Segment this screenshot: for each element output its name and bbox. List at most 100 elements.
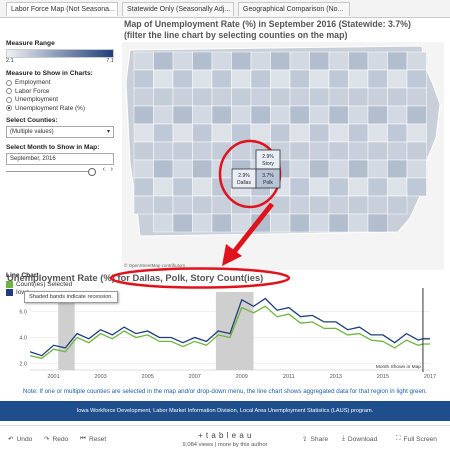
fullscreen-button[interactable]: ⛶ Full Screen: [396, 435, 437, 443]
county-cell[interactable]: [192, 51, 213, 71]
county-cell[interactable]: [348, 105, 369, 125]
county-cell[interactable]: [328, 177, 349, 197]
county-cell[interactable]: [133, 177, 154, 197]
county-cell[interactable]: [406, 159, 427, 179]
radio-dot-selected[interactable]: [6, 105, 12, 111]
month-slider[interactable]: ‹ ›: [6, 166, 114, 176]
select-counties-dropdown[interactable]: (Multiple values) ▾: [6, 125, 114, 138]
county-cell[interactable]: [348, 213, 369, 233]
county-cell[interactable]: [153, 87, 174, 107]
county-cell[interactable]: [328, 105, 349, 125]
county-cell[interactable]: [250, 123, 271, 143]
county-cell[interactable]: [153, 105, 174, 125]
county-cell[interactable]: [192, 141, 213, 161]
county-cell[interactable]: [406, 141, 427, 161]
slider-handle[interactable]: [88, 167, 96, 176]
county-cell[interactable]: [348, 141, 369, 161]
county-cell[interactable]: [387, 105, 408, 125]
county-cell[interactable]: [133, 51, 154, 71]
county-cell[interactable]: [328, 159, 349, 179]
county-cell[interactable]: [172, 123, 193, 143]
county-cell[interactable]: [367, 195, 388, 215]
county-cell[interactable]: [133, 159, 154, 179]
county-cell[interactable]: [153, 123, 174, 143]
county-polk[interactable]: [255, 168, 281, 189]
county-cell[interactable]: [367, 123, 388, 143]
radio-dot[interactable]: [6, 79, 12, 86]
county-cell[interactable]: [250, 69, 271, 89]
county-cell[interactable]: [172, 141, 193, 161]
reset-button[interactable]: ⏮ Reset: [80, 435, 106, 443]
county-cell[interactable]: [211, 69, 232, 89]
county-cell[interactable]: [348, 51, 369, 71]
county-cell[interactable]: [172, 177, 193, 197]
county-cell[interactable]: [153, 159, 174, 179]
county-cell[interactable]: [172, 159, 193, 179]
county-cell[interactable]: [172, 69, 193, 89]
county-cell[interactable]: [270, 69, 291, 89]
county-cell[interactable]: [387, 123, 408, 143]
county-cell[interactable]: [192, 105, 213, 125]
county-cell[interactable]: [289, 159, 310, 179]
county-cell[interactable]: [387, 177, 408, 197]
tab-labor-force-map[interactable]: Labor Force Map (Not Seasona...: [6, 2, 118, 16]
county-cell[interactable]: [406, 105, 427, 125]
county-cell[interactable]: [153, 195, 174, 215]
series-line[interactable]: [29, 297, 430, 357]
county-cell[interactable]: [133, 105, 154, 125]
county-cell[interactable]: [250, 87, 271, 107]
county-cell[interactable]: [309, 177, 330, 197]
county-cell[interactable]: [309, 105, 330, 125]
county-cell[interactable]: [406, 177, 427, 197]
county-cell[interactable]: [367, 105, 388, 125]
county-cell[interactable]: [387, 87, 408, 107]
county-cell[interactable]: [289, 195, 310, 215]
county-cell[interactable]: [250, 105, 271, 125]
county-cell[interactable]: [153, 141, 174, 161]
county-cell[interactable]: [172, 105, 193, 125]
county-cell[interactable]: [133, 87, 154, 107]
county-cell[interactable]: [348, 123, 369, 143]
county-cell[interactable]: [387, 69, 408, 89]
radio-employment[interactable]: Employment: [6, 79, 114, 86]
county-cell[interactable]: [289, 51, 310, 71]
county-cell[interactable]: [348, 159, 369, 179]
county-cell[interactable]: [387, 195, 408, 215]
iowa-county-map[interactable]: 2.9% Story 2.9% Dallas 3.7% Polk © OpenS…: [122, 42, 444, 270]
county-cell[interactable]: [133, 141, 154, 161]
unemployment-line-chart[interactable]: 2.0 4.0 6.0 2001 2003 2005 2007 2009 2011 2013 201…: [0, 286, 450, 386]
county-cell[interactable]: [289, 141, 310, 161]
county-cell[interactable]: [231, 105, 252, 125]
county-cell[interactable]: [328, 213, 349, 233]
undo-button[interactable]: ↶ Undo: [8, 435, 32, 444]
county-cell[interactable]: [231, 51, 252, 71]
county-cell[interactable]: [328, 69, 349, 89]
county-cell[interactable]: [231, 87, 252, 107]
county-cell[interactable]: [211, 105, 232, 125]
series-line[interactable]: [29, 305, 430, 360]
county-cell[interactable]: [348, 177, 369, 197]
county-cell[interactable]: [172, 51, 193, 71]
county-cell[interactable]: [367, 69, 388, 89]
county-cell[interactable]: [348, 87, 369, 107]
county-cell[interactable]: [309, 123, 330, 143]
radio-dot[interactable]: [6, 96, 12, 103]
tab-statewide-only[interactable]: Statewide Only (Seasonally Adj...: [122, 2, 234, 16]
county-cell[interactable]: [348, 69, 369, 89]
county-cell[interactable]: [367, 51, 388, 71]
county-cell[interactable]: [328, 195, 349, 215]
redo-button[interactable]: ↷ Redo: [44, 435, 68, 444]
county-cell[interactable]: [192, 159, 213, 179]
county-cell[interactable]: [309, 213, 330, 233]
radio-dot[interactable]: [6, 88, 12, 94]
county-cell[interactable]: [270, 105, 291, 125]
county-cell[interactable]: [387, 159, 408, 179]
county-cell[interactable]: [328, 141, 349, 161]
county-cell[interactable]: [192, 177, 213, 197]
county-cell[interactable]: [231, 69, 252, 89]
county-cell[interactable]: [133, 123, 154, 143]
county-cell[interactable]: [153, 213, 174, 233]
radio-unemployment-rate[interactable]: Unemployment Rate (%): [6, 105, 114, 112]
county-cell[interactable]: [367, 141, 388, 161]
county-cell[interactable]: [211, 123, 232, 143]
